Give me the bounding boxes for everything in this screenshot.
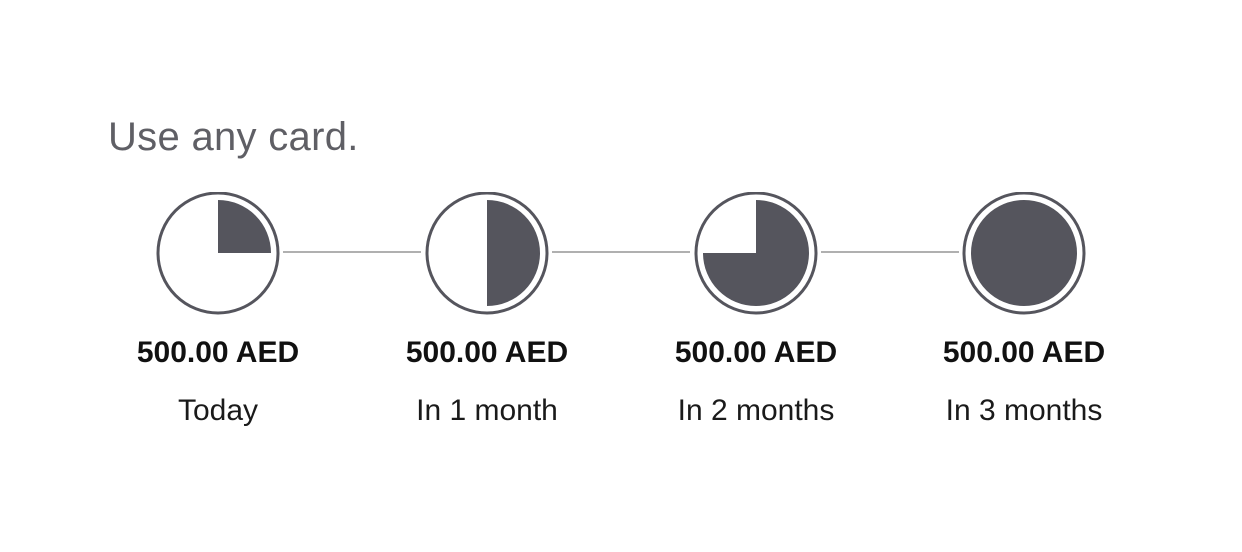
installment-amount: 500.00 AED [405,336,569,369]
half-pie-icon [425,192,549,315]
three-quarter-pie-icon [694,192,818,315]
pie-fill [218,200,271,253]
headline: Use any card. [108,115,359,159]
pie-fill [971,200,1077,306]
installment-amount: 500.00 AED [674,336,838,369]
installment-amount: 500.00 AED [136,336,300,369]
quarter-pie-icon [156,192,280,315]
pie-fill [703,200,809,306]
pie-fill [487,200,540,306]
installment-date: In 2 months [677,394,835,427]
installment-progress-graphic [156,192,1086,315]
installment-date: In 1 month [416,394,558,427]
installment-date: Today [177,394,259,427]
installment-date: In 3 months [945,394,1103,427]
full-pie-icon [962,192,1086,315]
installment-timeline [0,192,1242,316]
installment-amount: 500.00 AED [942,336,1106,369]
